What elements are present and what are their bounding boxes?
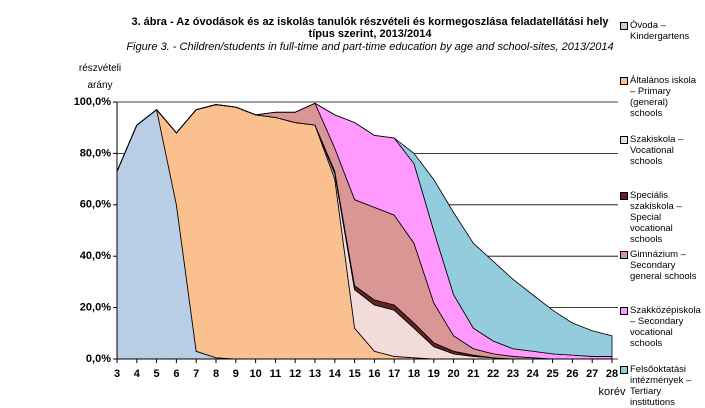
x-tick-label: 17	[388, 368, 400, 380]
legend-label: Szakiskola – Vocational schools	[630, 134, 684, 167]
legend-swatch	[620, 366, 628, 374]
x-tick-label: 25	[546, 368, 558, 380]
legend-label: Gimnázium – Secondary general schools	[630, 249, 697, 282]
x-tick-label: 14	[329, 368, 342, 380]
x-tick-label: 5	[154, 368, 160, 380]
y-tick-label: 60,0%	[80, 199, 111, 211]
legend-swatch	[620, 136, 628, 144]
x-tick-label: 23	[507, 368, 519, 380]
x-tick-label: 24	[527, 368, 540, 380]
legend-entry: Gimnázium – Secondary general schools	[620, 249, 702, 282]
x-tick-label: 26	[566, 368, 578, 380]
x-tick-label: 19	[428, 368, 440, 380]
legend-label: Speciális szakiskola – Special vocationa…	[630, 190, 682, 245]
x-tick-label: 15	[348, 368, 360, 380]
x-tick-label: 4	[134, 368, 141, 380]
x-tick-label: 13	[309, 368, 321, 380]
x-tick-label: 9	[233, 368, 239, 380]
legend-label: Óvoda – Kindergartens	[630, 20, 690, 42]
legend-swatch	[620, 22, 628, 30]
x-tick-label: 21	[467, 368, 479, 380]
x-tick-label: 16	[368, 368, 380, 380]
legend-label: Felsőoktatási intézmények – Tertiary ins…	[630, 364, 692, 408]
legend-swatch	[620, 251, 628, 259]
x-tick-label: 27	[586, 368, 598, 380]
y-tick-label: 80,0%	[80, 147, 111, 159]
legend-entry: Felsőoktatási intézmények – Tertiary ins…	[620, 364, 702, 408]
legend-swatch	[620, 192, 628, 200]
area	[116, 102, 613, 357]
x-tick-label: 28	[606, 368, 618, 380]
x-tick-label: 18	[408, 368, 420, 380]
x-tick-label: 20	[447, 368, 459, 380]
x-tick-label: 7	[193, 368, 199, 380]
x-tick-label: 22	[487, 368, 499, 380]
x-axis-label: korév	[599, 386, 626, 398]
x-tick-label: 8	[213, 368, 219, 380]
x-tick-label: 10	[249, 368, 261, 380]
chart-subtitle: Figure 3. - Children/students in full-ti…	[126, 41, 614, 53]
legend-swatch	[620, 307, 628, 315]
y-axis-label: részvételi arány	[78, 63, 122, 91]
legend-entry: Speciális szakiskola – Special vocationa…	[620, 190, 702, 245]
chart-title: 3. ábra - Az óvodások és az iskolás tanu…	[131, 16, 609, 40]
legend-swatch	[620, 77, 628, 85]
legend-entry: Általános iskola – Primary (general) sch…	[620, 75, 702, 119]
legend-label: Általános iskola – Primary (general) sch…	[630, 75, 697, 119]
x-tick-label: 3	[114, 368, 120, 380]
legend-entry: Szakközépiskola – Secondary vocational s…	[620, 305, 702, 349]
y-tick-label: 20,0%	[80, 302, 111, 314]
y-tick-label: 0,0%	[86, 353, 111, 365]
legend-entry: Óvoda – Kindergartens	[620, 20, 702, 42]
x-tick-label: 12	[289, 368, 301, 380]
y-tick-label: 40,0%	[80, 250, 111, 262]
x-tick-label: 11	[270, 368, 282, 380]
x-tick-label: 6	[173, 368, 179, 380]
y-tick-label: 100,0%	[74, 96, 112, 108]
legend-label: Szakközépiskola – Secondary vocational s…	[630, 305, 701, 349]
legend-entry: Szakiskola – Vocational schools	[620, 134, 702, 167]
